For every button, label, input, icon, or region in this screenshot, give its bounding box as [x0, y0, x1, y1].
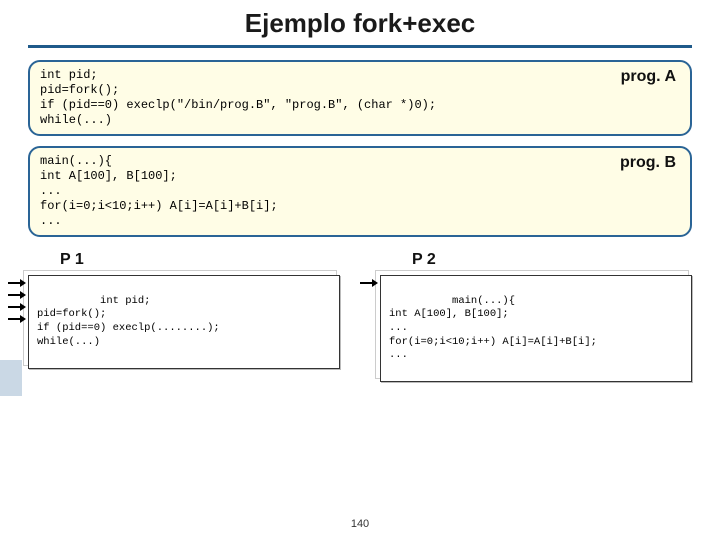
slide-title: Ejemplo fork+exec [28, 8, 692, 48]
code-prog-a: int pid; pid=fork(); if (pid==0) execlp(… [40, 68, 680, 128]
label-p2: P 2 [412, 251, 692, 269]
code-box-prog-b: main(...){ int A[100], B[100]; ... for(i… [28, 146, 692, 237]
proc-box-p2: main(...){ int A[100], B[100]; ... for(i… [380, 275, 692, 382]
arrow-icon [8, 301, 26, 313]
code-box-prog-a: int pid; pid=fork(); if (pid==0) execlp(… [28, 60, 692, 136]
arrow-icon [8, 277, 26, 289]
proc-code-p1: int pid; pid=fork(); if (pid==0) execlp(… [37, 295, 220, 348]
arrow-icon [360, 277, 378, 289]
proc-code-p2: main(...){ int A[100], B[100]; ... for(i… [389, 295, 597, 362]
arrows-p1 [8, 277, 26, 325]
process-col-p1: P 1 int pid; pid=fork(); if (pid==0) exe… [28, 247, 340, 382]
page-number: 140 [351, 518, 369, 530]
arrow-icon [8, 289, 26, 301]
process-row: P 1 int pid; pid=fork(); if (pid==0) exe… [28, 247, 692, 382]
arrow-icon [8, 313, 26, 325]
tag-prog-a: prog. A [621, 68, 676, 86]
side-accent [0, 360, 22, 396]
proc-box-p1: int pid; pid=fork(); if (pid==0) execlp(… [28, 275, 340, 369]
label-p1: P 1 [60, 251, 340, 269]
code-prog-b: main(...){ int A[100], B[100]; ... for(i… [40, 154, 680, 229]
tag-prog-b: prog. B [620, 154, 676, 172]
process-col-p2: P 2 main(...){ int A[100], B[100]; ... f… [380, 247, 692, 382]
arrows-p2 [360, 277, 378, 289]
